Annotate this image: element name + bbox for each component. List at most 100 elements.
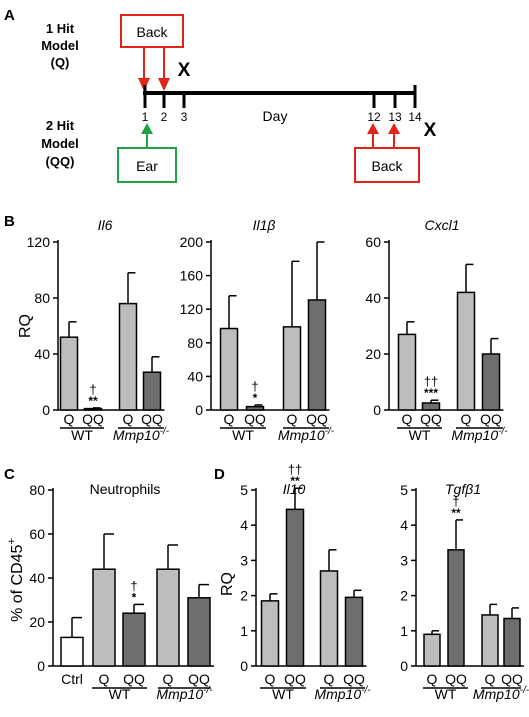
bar [344,596,364,667]
y-tick-label: 0 [373,402,381,418]
group-label: Mmp10-/- [451,426,508,443]
model2-line3: (QQ) [46,154,75,169]
bar [60,636,84,667]
group-label: Mmp10-/- [278,426,335,443]
y-tick-label: 40 [34,346,50,362]
bar [285,508,305,667]
y-tick-label: 200 [180,234,204,250]
category-label: Q [99,671,110,687]
y-tick-label: 0 [240,658,248,674]
back-label-top: Back [136,24,168,40]
y-tick-label: 3 [400,552,408,568]
chart-title: Il6 [98,217,113,233]
bar [122,612,146,667]
group-label: WT [435,686,457,702]
category-label: QQ [244,411,266,427]
bar [421,402,441,411]
y-tick-label: 40 [187,368,203,384]
category-label: Q [485,671,496,687]
y-tick-label: 1 [400,623,408,639]
category-label: Q [224,411,235,427]
group-label: Mmp10-/- [473,685,529,702]
back-arrowhead-day2 [158,78,170,91]
y-tick-label: 40 [365,290,381,306]
category-label: QQ [188,671,210,687]
ear-arrowhead [141,123,153,134]
bar [481,353,501,411]
bar [456,291,476,411]
tick-label-12: 12 [367,110,381,124]
y-tick-label: 0 [37,658,45,674]
group-label: Mmp10-/- [156,685,213,702]
category-label: QQ [306,411,328,427]
bar [245,405,265,411]
tick-label-2: 2 [161,110,168,124]
significance-dagger: † [251,379,258,394]
category-label: QQ [123,671,145,687]
model1-line3: (Q) [51,55,70,70]
category-label: Q [123,411,134,427]
y-tick-label: 120 [27,234,51,250]
y-tick-label: 5 [400,482,408,498]
bar [219,327,239,411]
model1-line2: Model [41,38,79,53]
y-tick-label: 4 [240,517,248,533]
category-label: QQ [284,671,306,687]
y-tick-label: 0 [42,402,50,418]
y-tick-label: 5 [240,482,248,498]
bar [481,614,499,667]
chart-title: Neutrophils [90,481,161,497]
bar [447,549,465,667]
bar [307,299,327,411]
bar [83,407,103,411]
y-tick-label: 4 [400,517,408,533]
group-label: Mmp10-/- [314,685,371,702]
model2-line2: Model [41,136,79,151]
group-label: WT [109,686,131,702]
significance-stars: ** [88,394,98,408]
tick-label-3: 3 [181,110,188,124]
y-tick-label: 2 [240,588,248,604]
y-tick-label: 0 [400,658,408,674]
bar [503,617,521,667]
category-label: Q [461,411,472,427]
chart-title: Cxcl1 [424,217,459,233]
significance-dagger: †† [424,374,438,389]
category-label: QQ [141,411,163,427]
group-label: WT [71,427,93,443]
back-box-bottom [354,147,420,183]
y-tick-label: 80 [34,290,50,306]
end-marker-x-day14: X [424,120,437,141]
category-label: Q [402,411,413,427]
bar [142,371,162,411]
category-label: Ctrl [61,671,83,687]
category-label: QQ [480,411,502,427]
tick-label-14: 14 [408,110,422,124]
day-axis-label: Day [263,108,288,124]
y-tick-label: 160 [180,268,204,284]
back-arrowhead-day1 [138,78,150,91]
bar [92,568,116,667]
y-tick-label: 20 [365,346,381,362]
bar [397,333,417,411]
group-label: WT [232,427,254,443]
category-label: Q [427,671,438,687]
significance-dagger: † [452,494,459,509]
y-tick-label: 20 [29,614,45,630]
y-axis-label: % of CD45+ [6,538,26,622]
back-arrowhead-day13 [388,123,400,134]
significance-stars: ** [451,506,461,520]
category-label: QQ [445,671,467,687]
y-tick-label: 40 [29,570,45,586]
group-label: Mmp10-/- [113,426,170,443]
panel-a-timeline: 1 Hit Model (Q) 2 Hit Model (QQ) Back X … [41,14,437,183]
category-label: Q [324,671,335,687]
y-tick-label: 60 [29,526,45,542]
panel-label-d: D [214,466,225,483]
model1-line1: 1 Hit [46,21,75,36]
bar [319,570,339,667]
